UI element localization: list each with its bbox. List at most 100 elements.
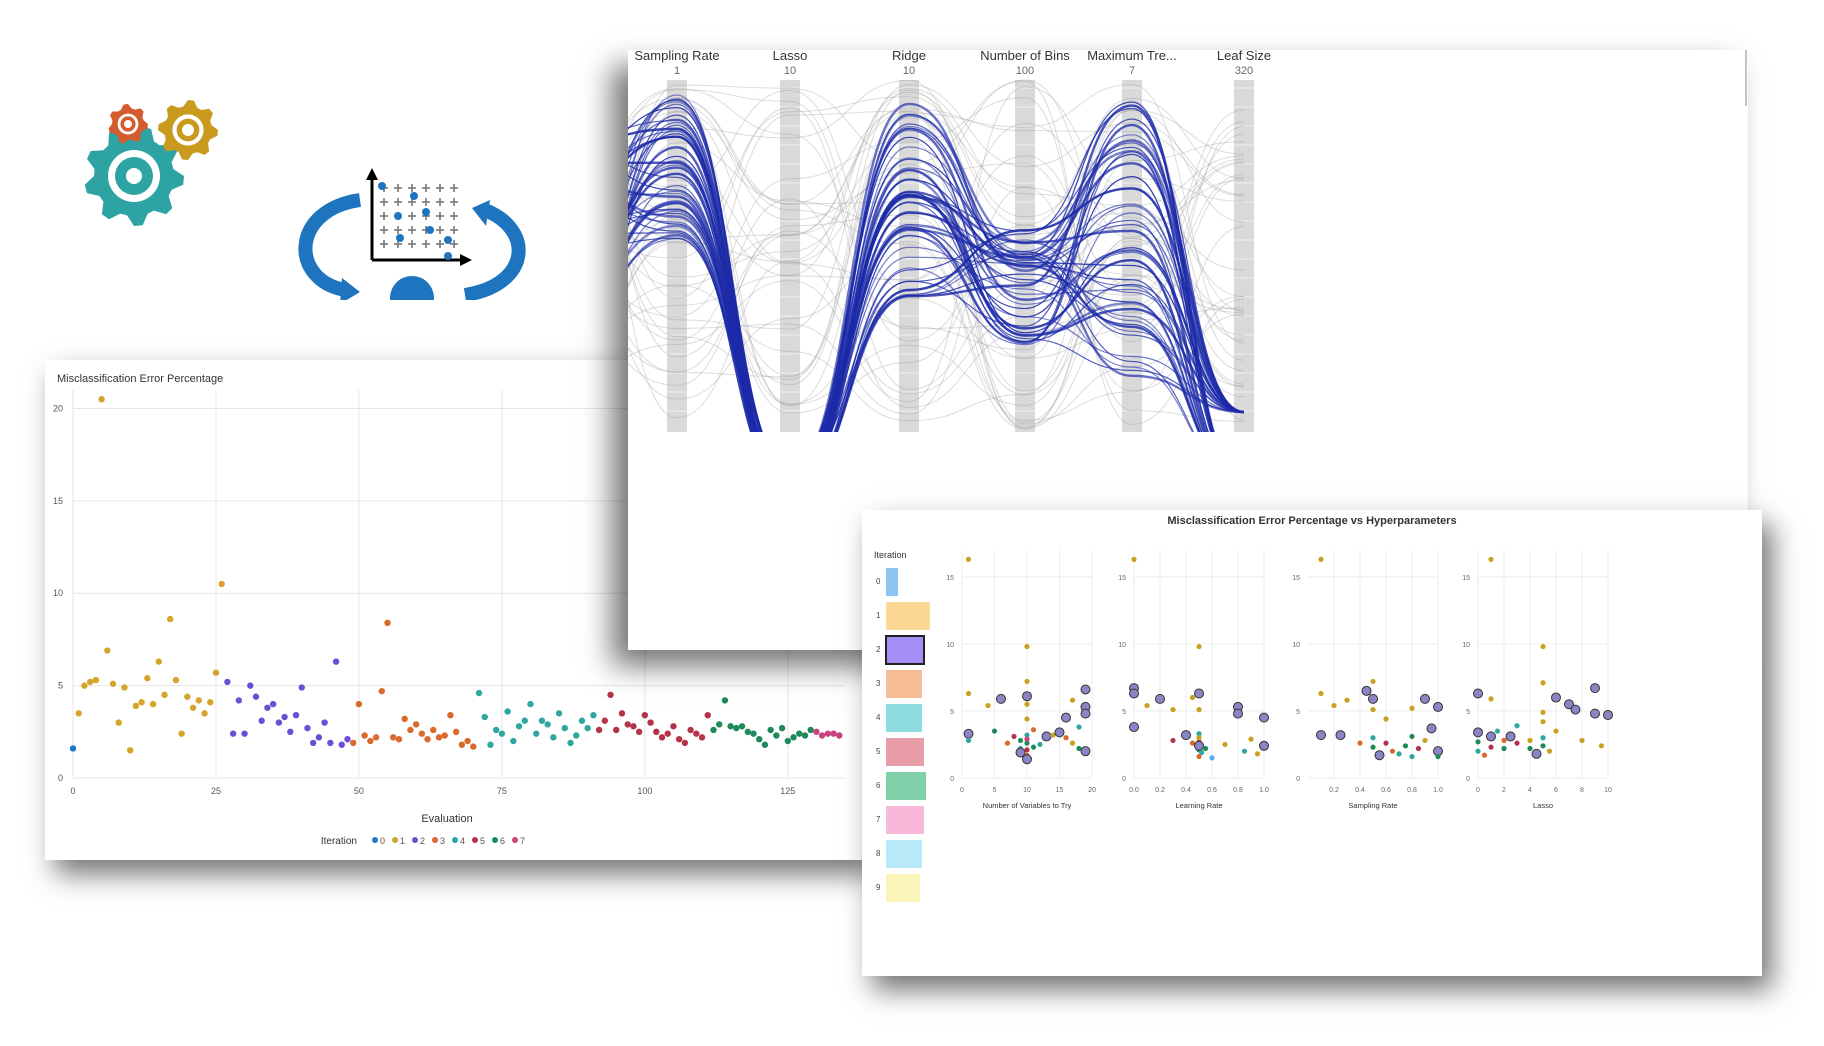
facet-point [1202, 745, 1209, 752]
facet-point [1181, 730, 1191, 741]
legend-item-label: 4 [876, 713, 881, 722]
scatter-point [613, 726, 620, 734]
facet-point [1598, 743, 1605, 749]
facet-point [1370, 707, 1376, 713]
legend-swatch-1 [886, 602, 930, 630]
scatter-point [184, 693, 191, 700]
facet-point [1254, 751, 1261, 757]
scatter-point [138, 699, 145, 706]
x-tick-label: 4 [1528, 787, 1532, 794]
y-tick-label: 5 [1122, 709, 1126, 716]
y-tick-label: 10 [53, 588, 63, 598]
legend-item-label: 0 [876, 577, 881, 586]
hyperparameter-facet-chart[interactable]: Misclassification Error Percentage vs Hy… [862, 510, 1762, 976]
scatter-point [830, 730, 837, 737]
x-tick-label: 50 [354, 786, 364, 796]
evaluation-scatter-chart[interactable]: Misclassification Error Percentage 05101… [45, 360, 865, 860]
axis-top-value: 100 [1016, 65, 1034, 77]
facet-point [1199, 749, 1205, 756]
parallel-line-selected [628, 118, 1245, 432]
facet-point [1069, 740, 1076, 746]
legend-item-label: 8 [876, 849, 881, 858]
facet-panel: 0 5 10 15 0.2 0.4 0.6 0.8 1.0 Sampling Rate [1292, 550, 1443, 810]
facet-point [1435, 753, 1441, 760]
parallel-line-unselected [628, 83, 1245, 377]
x-tick-label: 10 [1604, 787, 1612, 794]
scatter-point [395, 736, 403, 743]
scatter-point [424, 736, 431, 743]
x-tick-label: 0.0 [1129, 787, 1139, 794]
axis-top-value: 1 [674, 65, 680, 77]
facet-panel: 0 5 10 15 0 5 10 15 20 Number of Variables to Try [946, 550, 1096, 810]
facet-point [1076, 724, 1082, 730]
legend-label: 6 [500, 836, 505, 846]
scatter-point [441, 732, 448, 739]
axis-label: Leaf Size [1217, 50, 1271, 63]
facet-point [1011, 733, 1017, 740]
legend-label: 5 [480, 836, 485, 846]
facets-legend-title: Iteration [874, 550, 907, 560]
y-tick-label: 0 [58, 773, 63, 783]
scatter-point [693, 730, 700, 737]
facet-point [1505, 731, 1516, 742]
axis-top-value: 7 [1129, 65, 1135, 77]
facet-point [1514, 740, 1520, 746]
x-tick-label: 0.6 [1207, 787, 1217, 794]
legend-label: 3 [440, 836, 445, 846]
facet-point [1024, 740, 1030, 746]
scatter-point [189, 704, 197, 711]
axis-label: Maximum Tre... [1087, 50, 1177, 63]
axis-label: Number of Bins [980, 50, 1070, 63]
facet-point [1475, 739, 1481, 745]
scatter-point [75, 710, 82, 717]
facet-point [1402, 743, 1409, 749]
y-tick-label: 15 [1462, 575, 1470, 582]
axis-label: Ridge [892, 50, 926, 63]
facet-point [1540, 709, 1546, 715]
scatter-point [258, 717, 265, 724]
facet-point [1022, 754, 1032, 765]
facet-point [1024, 736, 1030, 742]
legend-label: 1 [400, 836, 405, 846]
facet-point [963, 728, 974, 739]
legend-item-label: 6 [876, 781, 881, 790]
scatter-point [115, 719, 122, 726]
scatter-point [390, 734, 397, 741]
scatter-point [430, 726, 437, 734]
scatter-point [584, 724, 591, 732]
scatter-point [281, 713, 288, 721]
facet-point [1024, 678, 1030, 685]
scatter-point [796, 730, 803, 737]
scatter-point [401, 715, 408, 723]
parallel-line-unselected [628, 139, 1245, 428]
y-tick-label: 5 [1466, 709, 1470, 716]
parallel-line-unselected [628, 80, 1245, 425]
facet-point [985, 702, 991, 709]
parallel-line-unselected [628, 106, 1245, 423]
y-tick-label: 5 [950, 709, 954, 716]
scatter-point [224, 678, 231, 686]
facet-point [1540, 735, 1546, 741]
scatter-point [264, 704, 271, 711]
facet-point [1344, 697, 1350, 703]
legend-swatch-7 [886, 806, 924, 834]
scatter-point [327, 739, 334, 747]
parallel-line-selected [628, 101, 1215, 432]
scatter-point [247, 682, 254, 689]
facet-point [1540, 743, 1546, 749]
scatter-point [167, 615, 174, 623]
x-tick-label: 0 [960, 787, 964, 794]
facet-point [1209, 755, 1215, 761]
facet-point [1488, 556, 1494, 562]
scatter-point [207, 699, 214, 706]
scatter-point [607, 691, 614, 699]
scatter-point [372, 734, 380, 741]
scatter-point [590, 711, 597, 719]
parallel-line-selected [628, 114, 1245, 432]
facet-point [1259, 712, 1269, 723]
scatter-point [721, 697, 729, 704]
facet-point [1488, 696, 1494, 702]
scatter-point [458, 741, 466, 748]
scatter-point [235, 697, 243, 704]
scatter-point [172, 676, 180, 684]
